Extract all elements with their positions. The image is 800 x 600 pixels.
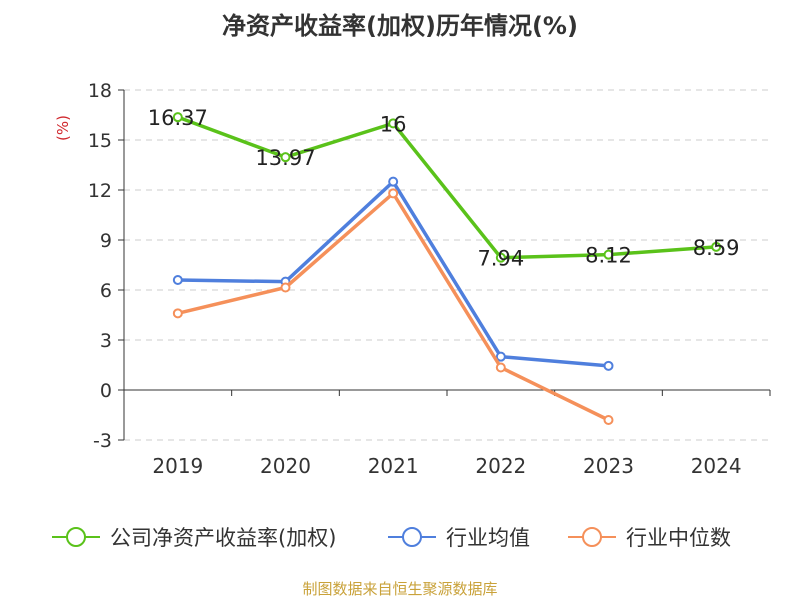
series-line-1 (177, 115, 717, 260)
data-point (172, 112, 183, 123)
legend-label: 行业中位数 (626, 526, 731, 550)
data-point (388, 118, 399, 129)
data-label: 16.37 (148, 106, 208, 130)
data-label: 16 (380, 112, 407, 136)
legend-label: 公司净资产收益率(加权) (110, 526, 336, 550)
data-point (172, 275, 183, 285)
x-tick-label: 2023 (583, 454, 634, 478)
data-label: 13.97 (255, 146, 315, 170)
data-point (388, 188, 399, 199)
data-point (495, 252, 506, 263)
y-tick-label: 0 (100, 380, 112, 402)
x-tick-label: 2021 (368, 454, 419, 478)
y-tick-label: -3 (93, 430, 112, 452)
chart-title: 净资产收益率(加权)历年情况(%) (222, 12, 578, 40)
data-point (603, 360, 614, 371)
y-tick-label: 3 (100, 330, 112, 352)
x-tick-label: 2024 (691, 454, 742, 478)
data-point (280, 282, 291, 293)
data-point (495, 362, 506, 373)
data-point (388, 176, 399, 187)
legend-marker (402, 527, 422, 547)
data-point (280, 152, 291, 163)
data-label: 8.12 (585, 244, 632, 268)
data-point (172, 308, 183, 319)
legend-marker (582, 527, 602, 547)
legend-marker (66, 527, 86, 547)
x-tick-label: 2020 (260, 454, 311, 478)
y-tick-label: 9 (100, 230, 112, 252)
y-axis-label: (%) (54, 115, 72, 141)
legend-label: 行业均值 (446, 526, 530, 550)
data-point (495, 351, 506, 362)
data-point (603, 415, 614, 425)
x-tick-label: 2022 (475, 454, 526, 478)
y-tick-label: 12 (88, 180, 112, 202)
y-tick-label: 15 (88, 130, 112, 152)
source-note: 制图数据来自恒生聚源数据库 (302, 580, 498, 598)
data-label: 7.94 (477, 247, 524, 271)
y-tick-label: 6 (100, 280, 112, 302)
data-label: 8.59 (693, 236, 740, 260)
data-point (603, 249, 614, 260)
series-line-3 (177, 191, 610, 422)
x-tick-label: 2019 (152, 454, 203, 478)
series-line-2 (177, 179, 609, 368)
y-tick-label: 18 (88, 80, 112, 102)
data-point (711, 241, 722, 252)
